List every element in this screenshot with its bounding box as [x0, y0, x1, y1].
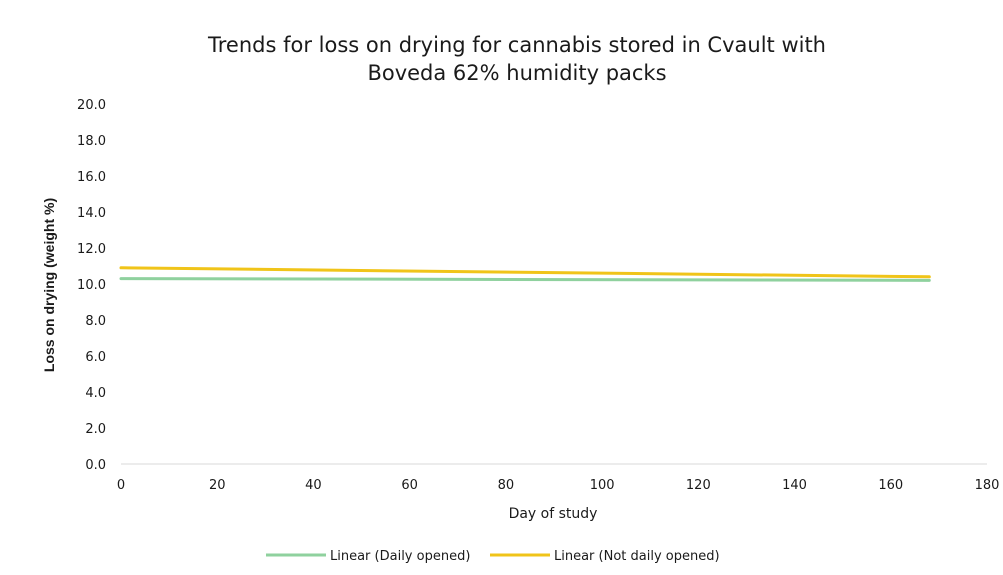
x-tick-label: 100 [590, 478, 615, 493]
x-axis-label: Day of study [509, 506, 598, 522]
x-tick-label: 0 [117, 478, 125, 493]
y-tick-label: 16.0 [77, 170, 106, 185]
x-tick-label: 20 [209, 478, 226, 493]
x-tick-label: 120 [686, 478, 711, 493]
y-tick-label: 18.0 [77, 134, 106, 149]
y-tick-label: 4.0 [85, 386, 106, 401]
y-tick-label: 6.0 [85, 350, 106, 365]
series-line-1 [119, 277, 931, 282]
y-tick-label: 8.0 [85, 314, 106, 329]
y-tick-label: 12.0 [77, 242, 106, 257]
x-tick-label: 40 [305, 478, 322, 493]
y-axis-ticks: 0.0 2.0 4.0 6.0 8.0 10.0 12.0 14.0 16.0 18.0 20.0 [77, 98, 106, 473]
y-tick-label: 10.0 [77, 278, 106, 293]
x-tick-label: 140 [782, 478, 807, 493]
y-tick-label: 2.0 [85, 422, 106, 437]
series-line-2 [119, 266, 931, 279]
legend: Linear (Daily opened) Linear (Not daily o… [266, 549, 720, 564]
x-tick-label: 180 [975, 478, 1000, 493]
legend-label-1: Linear (Daily opened) [330, 549, 470, 564]
x-tick-label: 60 [401, 478, 418, 493]
series-lines [119, 266, 931, 282]
x-tick-label: 80 [498, 478, 515, 493]
x-tick-label: 160 [878, 478, 903, 493]
y-axis-label: Loss on drying (weight %) [41, 198, 57, 372]
y-tick-label: 20.0 [77, 98, 106, 113]
y-tick-label: 0.0 [85, 458, 106, 473]
x-axis-ticks: 0 20 40 60 80 100 120 140 160 180 [117, 478, 1000, 493]
chart-title-line-2: Boveda 62% humidity packs [367, 61, 666, 85]
chart-title-line-1: Trends for loss on drying for cannabis s… [207, 33, 826, 57]
y-tick-label: 14.0 [77, 206, 106, 221]
legend-label-2: Linear (Not daily opened) [554, 549, 720, 564]
